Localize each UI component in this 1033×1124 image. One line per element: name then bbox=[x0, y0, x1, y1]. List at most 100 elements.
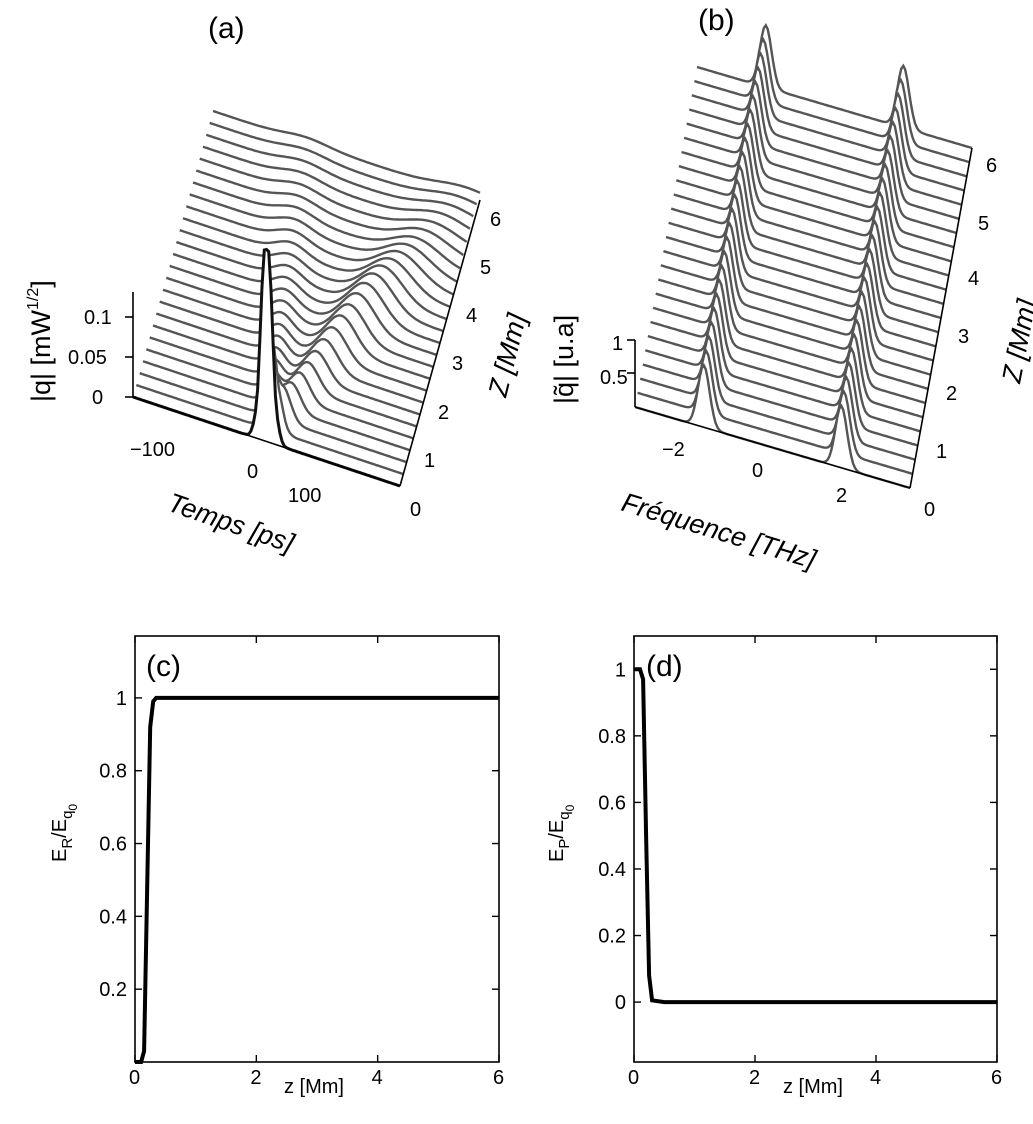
b-ztick-5: 5 bbox=[978, 213, 989, 235]
d-plot-frame bbox=[633, 635, 998, 1063]
c-xlabel: z [Mm] bbox=[284, 1076, 344, 1098]
a-ytick-1: 0.05 bbox=[68, 347, 107, 369]
b-ztick-2: 2 bbox=[946, 383, 957, 405]
a-waterfall-trace bbox=[195, 169, 464, 256]
c-ytick-label: 0.6 bbox=[99, 834, 127, 856]
a-waterfall-trace bbox=[212, 109, 481, 194]
a-waterfall-trace bbox=[182, 217, 451, 308]
a-waterfall-trace bbox=[199, 157, 468, 243]
c-xtick-label: 0 bbox=[129, 1067, 140, 1089]
a-waterfall-trace bbox=[209, 121, 478, 206]
panel-a-curves bbox=[132, 109, 481, 488]
a-waterfall-trace bbox=[155, 312, 424, 404]
d-ytick-label: 0 bbox=[615, 992, 626, 1014]
b-ytick-1: 1 bbox=[612, 333, 623, 355]
d-xtick-label: 6 bbox=[991, 1067, 1002, 1089]
b-xlabel: Fréquence [THz] bbox=[618, 487, 820, 575]
d-ytick-label: 0.8 bbox=[598, 726, 626, 748]
a-ylabel-main: |q| [mW bbox=[26, 309, 56, 402]
b-ylabel: |q̃| [u.a] bbox=[549, 315, 579, 404]
panel-a-label: (a) bbox=[208, 12, 245, 45]
d-xtick-label: 2 bbox=[749, 1067, 760, 1089]
c-ytick-label: 0.2 bbox=[99, 979, 127, 1001]
a-waterfall-trace bbox=[205, 133, 474, 218]
b-xtick-0: −2 bbox=[662, 439, 685, 461]
a-waterfall-trace bbox=[152, 324, 421, 416]
d-xtick-label: 4 bbox=[870, 1067, 881, 1089]
b-waterfall-trace bbox=[683, 93, 960, 220]
c-xtick-label: 2 bbox=[250, 1067, 261, 1089]
panel-b-waterfall: (b) 0.5 1 −2 0 2 0 1 2 3 4 5 6 Fréquence… bbox=[549, 4, 1033, 575]
b-waterfall-trace bbox=[694, 37, 970, 164]
b-waterfall-trace bbox=[688, 65, 965, 192]
d-ylabel-mid: /E bbox=[546, 820, 568, 839]
c-ytick-label: 0.8 bbox=[99, 761, 127, 783]
panel-d-label: (d) bbox=[646, 650, 683, 683]
panel-b-axes bbox=[627, 147, 973, 489]
c-ylabel-sub1: R bbox=[59, 838, 76, 849]
b-ztick-1: 1 bbox=[936, 441, 947, 463]
panel-a-axes bbox=[125, 199, 481, 487]
b-waterfall-trace bbox=[696, 22, 973, 150]
a-ylabel: |q| [mW1/2] bbox=[25, 280, 56, 402]
d-ytick-label: 0.6 bbox=[598, 792, 626, 814]
c-ticks: 0 2 4 6 0.2 0.4 0.6 0.8 1 bbox=[99, 636, 504, 1089]
d-ytick-label: 0.2 bbox=[598, 926, 626, 948]
b-zlabel: Z [Mm] bbox=[996, 296, 1033, 387]
a-ztick-0: 0 bbox=[410, 499, 421, 521]
a-ytick-2: 0.1 bbox=[84, 307, 112, 329]
c-ylabel-sub3: 0 bbox=[66, 804, 80, 811]
c-ylabel-mid: /E bbox=[49, 819, 71, 838]
panel-b-curves bbox=[634, 22, 973, 490]
c-ylabel-sub2: q bbox=[59, 811, 76, 819]
b-xtick-1: 0 bbox=[752, 460, 763, 482]
a-ytick-0: 0 bbox=[92, 387, 103, 409]
a-ztick-4: 4 bbox=[466, 305, 477, 327]
panel-c-label: (c) bbox=[146, 650, 181, 683]
c-plot-frame bbox=[134, 635, 500, 1063]
a-xtick-2: 100 bbox=[288, 485, 321, 507]
a-waterfall-trace bbox=[162, 288, 431, 380]
b-ztick-6: 6 bbox=[986, 155, 997, 177]
panel-c-line-chart: (c) 0 2 4 60.20.40.60.81 z [Mm] ER/Eq0 bbox=[49, 635, 504, 1098]
b-ztick-labels: 0 1 2 3 4 5 6 bbox=[924, 155, 997, 521]
b-waterfall-trace bbox=[686, 79, 963, 206]
d-ticks: 0 2 4 6 0 0.2 0.4 0.6 0.8 1 bbox=[598, 636, 1002, 1089]
panel-b-label: (b) bbox=[698, 4, 735, 37]
a-ztick-3: 3 bbox=[452, 353, 463, 375]
d-ytick-label: 1 bbox=[615, 659, 626, 681]
panel-d-line-chart: (d) 0 2 4 600.20.40.60.81 z [Mm] EP/Eq0 bbox=[546, 635, 1002, 1098]
d-ylabel-main: E bbox=[546, 849, 568, 862]
a-ylabel-end: ] bbox=[26, 280, 56, 288]
d-ylabel-sub2: q bbox=[556, 811, 573, 819]
panel-a-waterfall: (a) 0 0.05 0.1 −100 0 100 0 1 2 3 4 5 6 … bbox=[25, 12, 533, 559]
d-ytick-label: 0.4 bbox=[598, 859, 626, 881]
c-series-line bbox=[135, 695, 499, 1064]
a-xtick-1: 0 bbox=[247, 461, 258, 483]
a-waterfall-trace bbox=[159, 300, 428, 392]
a-waterfall-trace bbox=[202, 145, 471, 230]
b-ztick-3: 3 bbox=[958, 326, 969, 348]
d-ylabel-sub3: 0 bbox=[563, 804, 577, 811]
a-ztick-6: 6 bbox=[490, 209, 501, 231]
a-ztick-2: 2 bbox=[438, 402, 449, 424]
c-ylabel: ER/Eq0 bbox=[49, 804, 80, 862]
b-xtick-2: 2 bbox=[836, 485, 847, 507]
c-ytick-label: 1 bbox=[116, 688, 127, 710]
d-xtick-label: 0 bbox=[628, 1067, 639, 1089]
a-xlabel: Temps [ps] bbox=[164, 487, 299, 559]
d-xlabel: z [Mm] bbox=[783, 1076, 843, 1098]
d-ylabel-sub1: P bbox=[556, 839, 573, 849]
a-ztick-labels: 0 1 2 3 4 5 6 bbox=[410, 209, 501, 521]
d-ylabel: EP/Eq0 bbox=[546, 804, 577, 862]
c-ylabel-main: E bbox=[49, 849, 71, 862]
a-ztick-1: 1 bbox=[424, 450, 435, 472]
c-ytick-label: 0.4 bbox=[99, 906, 127, 928]
a-waterfall-trace bbox=[192, 181, 461, 270]
b-waterfall-trace bbox=[691, 51, 968, 178]
b-ztick-0: 0 bbox=[924, 499, 935, 521]
c-xtick-label: 6 bbox=[493, 1067, 504, 1089]
b-ztick-4: 4 bbox=[968, 268, 979, 290]
a-xtick-0: −100 bbox=[130, 439, 175, 461]
